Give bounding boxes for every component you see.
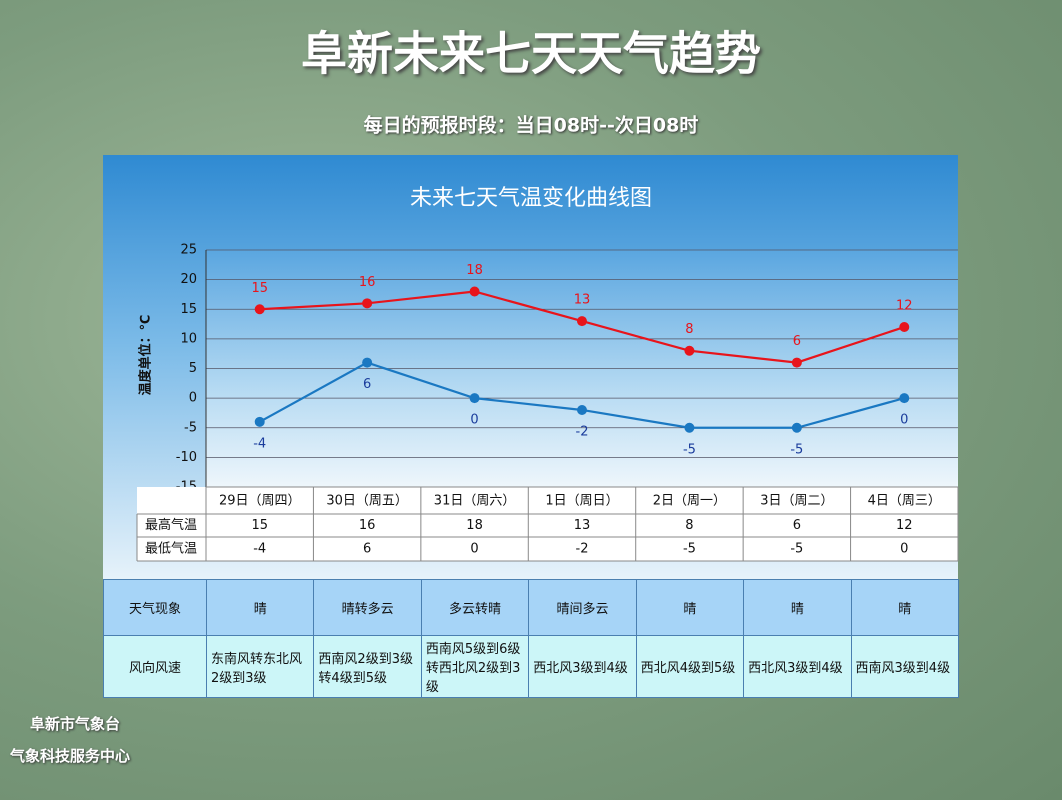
- data-point: [684, 345, 695, 356]
- table-value: 0: [470, 542, 478, 557]
- table-cell: 西南风3级到4级: [850, 635, 959, 698]
- table-value: 18: [466, 518, 483, 533]
- table-value: 6: [793, 518, 801, 533]
- chart-title: 未来七天气温变化曲线图: [410, 186, 652, 211]
- table-value: -4: [253, 542, 266, 557]
- y-tick-label: 15: [180, 302, 197, 317]
- table-value: 8: [685, 518, 693, 533]
- data-label: 8: [685, 322, 693, 337]
- y-tick-label: 10: [180, 331, 197, 346]
- x-tick-label: 1日（周日）: [545, 494, 618, 509]
- table-row-label: 最高气温: [145, 517, 197, 533]
- data-point: [577, 316, 587, 327]
- y-tick-label: 25: [180, 243, 197, 258]
- table-cell: 晴: [635, 579, 745, 636]
- x-tick-label: 29日（周四）: [219, 494, 301, 509]
- data-point: [577, 404, 587, 415]
- table-cell: 西南风5级到6级转西北风2级到3级: [420, 635, 530, 698]
- data-point: [791, 357, 802, 368]
- table-value: 15: [251, 518, 268, 533]
- page-subtitle: 每日的预报时段：当日08时--次日08时: [364, 114, 699, 137]
- footer-line: 气象科技服务中心: [10, 747, 131, 765]
- data-label: -4: [253, 436, 266, 451]
- table-value: -5: [790, 542, 803, 557]
- table-value: 13: [574, 518, 591, 533]
- page-title: 阜新未来七天天气趋势: [301, 27, 761, 81]
- data-label: 6: [793, 334, 801, 349]
- table-cell: 天气现象: [103, 579, 207, 636]
- table-value: 6: [363, 542, 371, 557]
- table-cell: 晴转多云: [313, 579, 422, 636]
- data-point: [254, 304, 265, 315]
- y-tick-label: 5: [189, 361, 197, 376]
- data-point: [684, 422, 695, 433]
- table-value: 16: [359, 518, 376, 533]
- x-tick-label: 2日（周一）: [653, 494, 726, 509]
- table-cell: 晴: [850, 579, 959, 636]
- data-label: 13: [574, 293, 591, 308]
- x-tick-label: 30日（周五）: [326, 494, 408, 509]
- table-cell: 晴: [205, 579, 315, 636]
- table-cell: 晴: [743, 579, 852, 636]
- data-table-bg: [137, 487, 958, 561]
- table-cell: 西北风4级到5级: [635, 635, 745, 698]
- table-cell: 晴间多云: [528, 579, 637, 636]
- data-label: 18: [466, 263, 483, 278]
- data-label: 12: [896, 299, 913, 314]
- data-point: [791, 422, 802, 433]
- data-point: [254, 416, 265, 427]
- data-label: -5: [790, 442, 803, 457]
- table-cell: 风向风速: [103, 635, 207, 698]
- data-point: [899, 322, 910, 333]
- x-tick-label: 31日（周六）: [434, 494, 516, 509]
- footer-line: 阜新市气象台: [30, 715, 121, 733]
- data-label: 0: [900, 413, 908, 428]
- data-label: 16: [359, 275, 376, 290]
- x-tick-label: 3日（周二）: [760, 494, 833, 509]
- table-cell: 东南风转东北风2级到3级: [205, 635, 315, 698]
- data-point: [362, 298, 373, 309]
- y-tick-label: -10: [176, 450, 197, 465]
- table-cell: 西北风3级到4级: [743, 635, 852, 698]
- data-point: [469, 393, 480, 404]
- data-label: -5: [683, 442, 696, 457]
- data-point: [469, 286, 480, 297]
- y-tick-label: -5: [184, 420, 197, 435]
- table-value: 0: [900, 542, 908, 557]
- data-label: 6: [363, 377, 371, 392]
- y-tick-label: 0: [189, 391, 197, 406]
- data-label: 15: [251, 281, 268, 296]
- data-label: -2: [576, 424, 589, 439]
- x-tick-label: 4日（周三）: [868, 494, 941, 509]
- table-cell: 西北风3级到4级: [528, 635, 637, 698]
- data-point: [362, 357, 373, 368]
- data-label: 0: [470, 413, 478, 428]
- weather-table: 天气现象晴晴转多云 多云转晴 晴间多云晴晴晴风向风速 东南风转东北风2级到3级 西南风2…: [103, 579, 959, 698]
- table-value: -5: [683, 542, 696, 557]
- table-cell: 西南风2级到3级转4级到5级: [313, 635, 422, 698]
- data-point: [899, 393, 910, 404]
- table-cell: 多云转晴: [420, 579, 530, 636]
- table-value: 12: [896, 518, 913, 533]
- table-value: -2: [576, 542, 589, 557]
- y-tick-label: 20: [180, 272, 197, 287]
- y-axis-label: 温度单位：℃: [138, 315, 154, 396]
- table-row-label: 最低气温: [145, 541, 197, 557]
